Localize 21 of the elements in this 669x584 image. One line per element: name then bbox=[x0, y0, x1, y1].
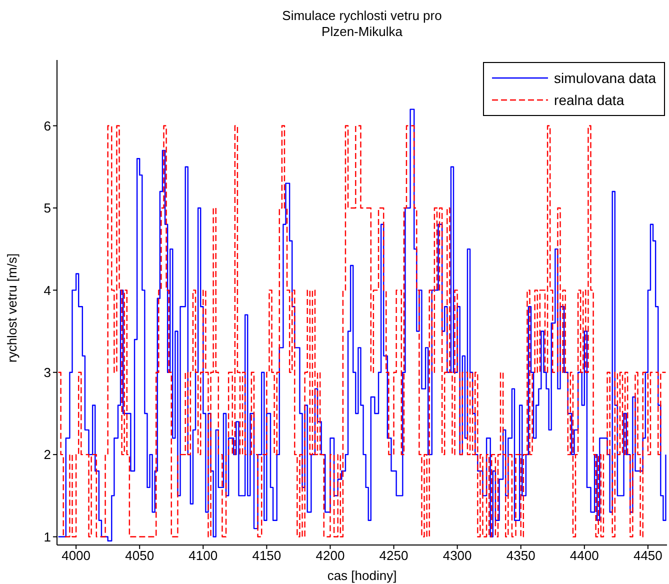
x-tick-label: 4200 bbox=[316, 548, 345, 564]
x-tick-label: 4100 bbox=[188, 548, 218, 564]
x-tick-label: 4050 bbox=[125, 548, 154, 564]
legend-label: realna data bbox=[554, 92, 624, 108]
y-tick-label: 4 bbox=[44, 282, 51, 298]
x-tick-label: 4150 bbox=[252, 548, 282, 564]
y-tick-label: 3 bbox=[44, 364, 51, 380]
y-tick-label: 1 bbox=[44, 529, 51, 544]
x-tick-label: 4000 bbox=[62, 548, 91, 564]
x-axis-title: cas [hodiny] bbox=[327, 568, 397, 583]
y-tick-label: 6 bbox=[44, 118, 51, 134]
x-tick-label: 4400 bbox=[570, 548, 599, 564]
x-tick-label: 4300 bbox=[442, 548, 472, 564]
x-tick-label: 4350 bbox=[506, 548, 536, 564]
y-tick-label: 2 bbox=[44, 447, 51, 462]
x-tick-label: 4450 bbox=[633, 548, 662, 564]
x-tick-label: 4250 bbox=[379, 548, 408, 564]
y-tick-label: 5 bbox=[44, 200, 51, 216]
legend-label: simulovana data bbox=[554, 70, 656, 86]
chart-title: Simulace rychlosti vetru pro Plzen-Mikulka bbox=[281, 8, 443, 40]
y-axis-title: rychlost vetru [m/s] bbox=[4, 253, 20, 362]
